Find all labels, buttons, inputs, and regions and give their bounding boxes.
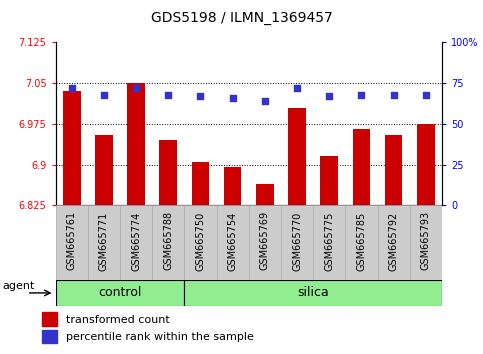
Text: GSM665771: GSM665771: [99, 211, 109, 270]
Bar: [56, 205, 88, 280]
Text: GSM665775: GSM665775: [324, 211, 334, 271]
Bar: [185, 280, 442, 306]
Text: GSM665788: GSM665788: [163, 211, 173, 270]
Text: GSM665785: GSM665785: [356, 211, 367, 270]
Text: GSM665793: GSM665793: [421, 211, 431, 270]
Bar: [410, 205, 442, 280]
Bar: [42, 330, 57, 343]
Text: GSM665774: GSM665774: [131, 211, 141, 270]
Bar: [320, 156, 338, 205]
Text: silica: silica: [297, 286, 329, 299]
Text: GSM665761: GSM665761: [67, 211, 77, 270]
Text: GSM665750: GSM665750: [196, 211, 205, 270]
Bar: [159, 140, 177, 205]
Bar: [216, 205, 249, 280]
Bar: [63, 91, 81, 205]
Point: [293, 85, 301, 91]
Bar: [281, 205, 313, 280]
Point: [132, 85, 140, 91]
Point: [100, 92, 108, 97]
Point: [390, 92, 398, 97]
Bar: [120, 205, 152, 280]
Text: GSM665769: GSM665769: [260, 211, 270, 270]
Bar: [353, 129, 370, 205]
Point: [229, 95, 237, 101]
Bar: [42, 312, 57, 326]
Text: GSM665770: GSM665770: [292, 211, 302, 270]
Bar: [345, 205, 378, 280]
Point: [326, 93, 333, 99]
Bar: [95, 135, 113, 205]
Text: GSM665792: GSM665792: [389, 211, 398, 270]
Point: [357, 92, 365, 97]
Text: GDS5198 / ILMN_1369457: GDS5198 / ILMN_1369457: [151, 11, 332, 25]
Bar: [256, 184, 274, 205]
Point: [68, 85, 75, 91]
Bar: [378, 205, 410, 280]
Point: [261, 98, 269, 104]
Text: transformed count: transformed count: [66, 315, 170, 325]
Point: [422, 92, 430, 97]
Text: agent: agent: [3, 281, 35, 291]
Point: [197, 93, 204, 99]
Bar: [127, 83, 145, 205]
Bar: [185, 205, 216, 280]
Bar: [56, 280, 185, 306]
Bar: [152, 205, 185, 280]
Text: percentile rank within the sample: percentile rank within the sample: [66, 332, 254, 342]
Bar: [313, 205, 345, 280]
Bar: [417, 124, 435, 205]
Text: GSM665754: GSM665754: [227, 211, 238, 270]
Bar: [288, 108, 306, 205]
Bar: [385, 135, 402, 205]
Text: control: control: [98, 286, 142, 299]
Bar: [192, 162, 209, 205]
Bar: [249, 205, 281, 280]
Point: [164, 92, 172, 97]
Bar: [224, 167, 242, 205]
Bar: [88, 205, 120, 280]
